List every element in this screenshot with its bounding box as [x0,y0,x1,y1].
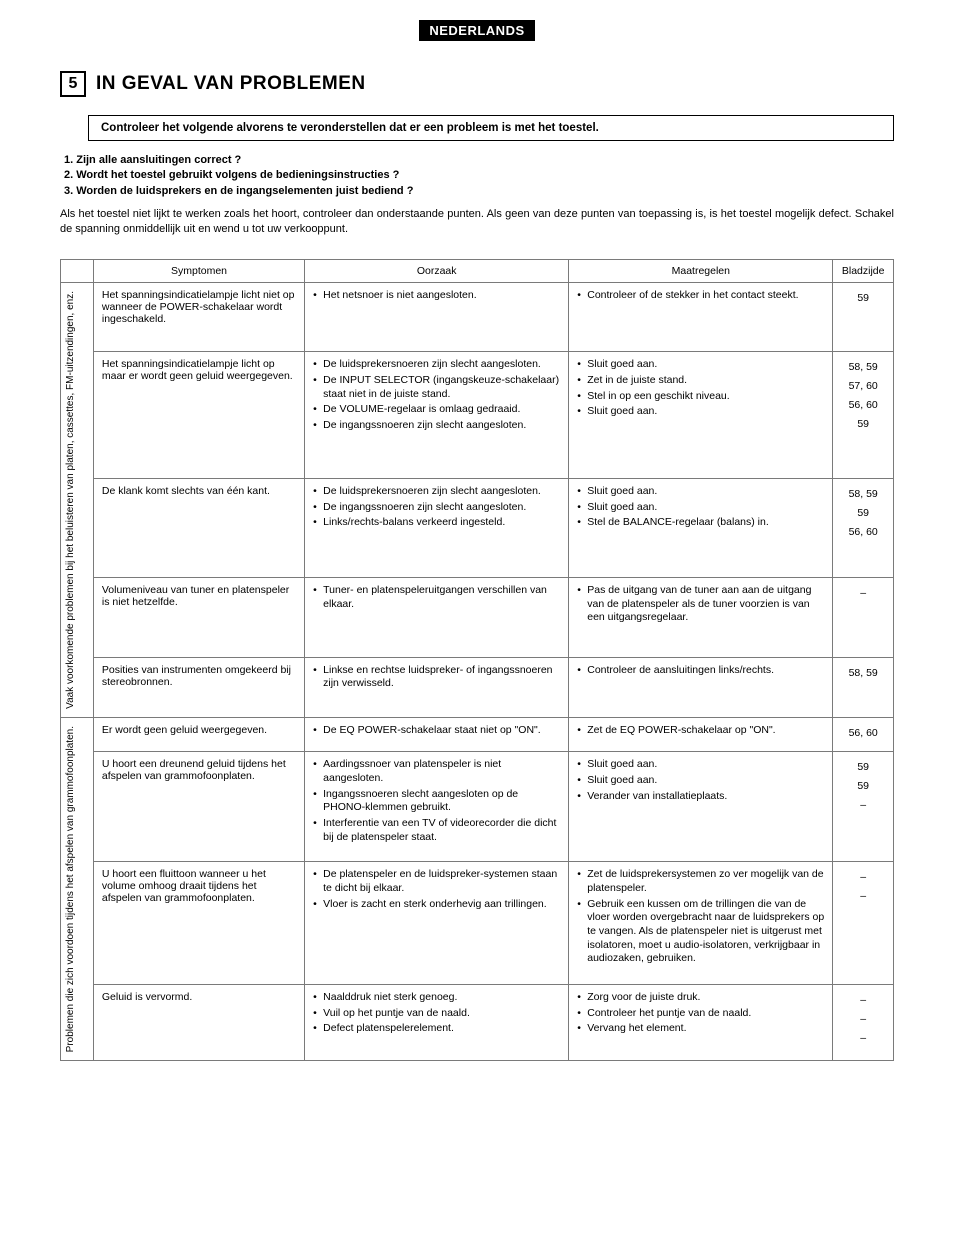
page-cell: 58, 59 59 56, 60 [833,479,894,578]
measure-cell: Sluit goed aan. Zet in de juiste stand. … [569,352,833,479]
question-2: 2. Wordt het toestel gebruikt volgens de… [64,168,894,183]
page-cell: 59 [833,282,894,352]
cause-cell: Het netsnoer is niet aangesloten. [305,282,569,352]
header-symptom: Symptomen [93,259,304,282]
measure-cell: Pas de uitgang van de tuner aan aan de u… [569,578,833,657]
page-cell: – – – [833,985,894,1061]
page-cell: 58, 59 [833,657,894,717]
table-row: Problemen die zich voordoen tijdens het … [61,717,894,752]
symptom-cell: U hoort een dreunend geluid tijdens het … [93,752,304,862]
measure-cell: Zet de EQ POWER-schakelaar op "ON". [569,717,833,752]
measure-cell: Zet de luidsprekersystemen zo ver mogeli… [569,862,833,985]
measure-cell: Controleer of de stekker in het contact … [569,282,833,352]
measure-cell: Zorg voor de juiste druk. Controleer het… [569,985,833,1061]
section-title-text: IN GEVAL VAN PROBLEMEN [96,73,366,95]
header-cause: Oorzaak [305,259,569,282]
page-cell: 58, 59 57, 60 56, 60 59 [833,352,894,479]
section-heading: 5 IN GEVAL VAN PROBLEMEN [60,71,894,97]
measure-cell: Sluit goed aan. Sluit goed aan. Stel de … [569,479,833,578]
cause-cell: Aardingssnoer van platenspeler is niet a… [305,752,569,862]
table-row: U hoort een dreunend geluid tijdens het … [61,752,894,862]
header-page: Bladzijde [833,259,894,282]
table-row: Geluid is vervormd. Naalddruk niet sterk… [61,985,894,1061]
symptom-cell: Posities van instrumenten omgekeerd bij … [93,657,304,717]
troubleshooting-table: Symptomen Oorzaak Maatregelen Bladzijde … [60,259,894,1061]
table-row: De klank komt slechts van één kant. De l… [61,479,894,578]
measure-cell: Controleer de aansluitingen links/rechts… [569,657,833,717]
table-row: Posities van instrumenten omgekeerd bij … [61,657,894,717]
symptom-cell: U hoort een fluittoon wanneer u het volu… [93,862,304,985]
group2-label-cell: Problemen die zich voordoen tijdens het … [61,717,94,1060]
symptom-cell: Het spanningsindicatielampje licht niet … [93,282,304,352]
cause-cell: De luidsprekersnoeren zijn slecht aanges… [305,479,569,578]
table-row: Vaak voorkomende problemen bij het belui… [61,282,894,352]
symptom-cell: Geluid is vervormd. [93,985,304,1061]
page-cell: 56, 60 [833,717,894,752]
header-measure: Maatregelen [569,259,833,282]
symptom-cell: Het spanningsindicatielampje licht op ma… [93,352,304,479]
symptom-cell: Er wordt geen geluid weergegeven. [93,717,304,752]
measure-cell: Sluit goed aan. Sluit goed aan. Verander… [569,752,833,862]
group1-label-cell: Vaak voorkomende problemen bij het belui… [61,282,94,717]
question-3: 3. Worden de luidsprekers en de ingangse… [64,184,894,199]
cause-cell: Tuner- en platenspeleruitgangen verschil… [305,578,569,657]
table-row: U hoort een fluittoon wanneer u het volu… [61,862,894,985]
symptom-cell: De klank komt slechts van één kant. [93,479,304,578]
cause-cell: Linkse en rechtse luidspreker- of ingang… [305,657,569,717]
table-row: Het spanningsindicatielampje licht op ma… [61,352,894,479]
symptom-cell: Volumeniveau van tuner en platenspeler i… [93,578,304,657]
language-badge-wrap: NEDERLANDS [60,20,894,41]
intro-paragraph: Als het toestel niet lijkt te werken zoa… [60,207,894,237]
table-row: Volumeniveau van tuner en platenspeler i… [61,578,894,657]
question-1: 1. Zijn alle aansluitingen correct ? [64,153,894,168]
cause-cell: De EQ POWER-schakelaar staat niet op "ON… [305,717,569,752]
group-header-cell [61,259,94,282]
page-cell: – [833,578,894,657]
table-header-row: Symptomen Oorzaak Maatregelen Bladzijde [61,259,894,282]
cause-cell: De luidsprekersnoeren zijn slecht aanges… [305,352,569,479]
group1-label: Vaak voorkomende problemen bij het belui… [61,283,93,717]
language-badge: NEDERLANDS [419,20,534,41]
page-cell: 59 59 – [833,752,894,862]
cause-cell: Naalddruk niet sterk genoeg. Vuil op het… [305,985,569,1061]
section-number: 5 [60,71,86,97]
question-list: 1. Zijn alle aansluitingen correct ? 2. … [64,153,894,199]
group2-label: Problemen die zich voordoen tijdens het … [61,718,93,1060]
page-cell: – – [833,862,894,985]
check-instruction-box: Controleer het volgende alvorens te vero… [88,115,894,141]
cause-cell: De platenspeler en de luidspreker-system… [305,862,569,985]
